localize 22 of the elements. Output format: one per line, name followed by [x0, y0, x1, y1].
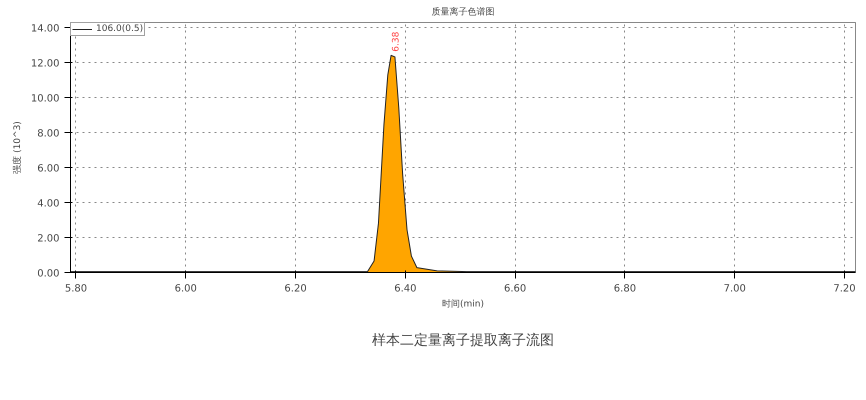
- x-tick-label: 6.00: [174, 284, 197, 294]
- text: 样本二定量离子提取离子流图: [372, 332, 554, 348]
- x-tick-label: 7.20: [833, 284, 856, 294]
- x-tick-label: 6.60: [504, 284, 526, 294]
- y-tick-label: 10.00: [30, 94, 60, 105]
- y-tick-label: 2.00: [37, 234, 60, 245]
- y-tick-label: 8.00: [37, 128, 60, 140]
- y-tick-label: 0.00: [37, 268, 60, 280]
- y-tick-label: 6.00: [37, 164, 60, 175]
- x-tick-label: 7.00: [724, 284, 746, 294]
- y-tick-label: 14.00: [30, 24, 60, 35]
- y-tick-label: 4.00: [37, 198, 60, 210]
- chart-title: 质量离子色谱图: [432, 6, 494, 18]
- annotation: 6.38: [391, 31, 402, 52]
- legend-label: 106.0(0.5): [96, 24, 144, 34]
- x-axis-title: 时间(min): [442, 298, 484, 310]
- y-axis-title: 强度 (10^3): [12, 121, 23, 174]
- y-tick-label: 12.00: [30, 58, 60, 70]
- x-tick-label: 6.80: [614, 284, 636, 294]
- x-tick-label: 5.80: [64, 284, 88, 294]
- x-tick-label: 6.40: [394, 284, 416, 294]
- x-tick-label: 6.20: [284, 284, 307, 294]
